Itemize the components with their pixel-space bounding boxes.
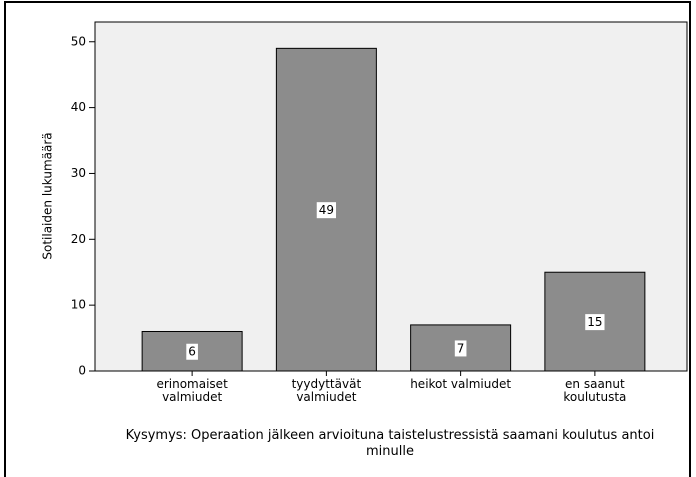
y-tick-label: 50 bbox=[71, 34, 86, 48]
value-label-box bbox=[454, 340, 467, 357]
y-tick-label: 0 bbox=[78, 364, 86, 378]
y-tick-label: 10 bbox=[71, 298, 86, 312]
x-tick-label: tyydyttävät valmiudet bbox=[291, 377, 362, 404]
x-tick-label: en saanut koulutusta bbox=[563, 377, 627, 404]
y-axis-title: Sotilaiden lukumäärä bbox=[41, 132, 55, 259]
value-label: 49 bbox=[319, 203, 334, 217]
y-tick-label: 20 bbox=[71, 232, 86, 246]
value-label: 7 bbox=[457, 341, 465, 355]
value-label: 15 bbox=[587, 315, 602, 329]
y-tick-label: 40 bbox=[71, 100, 86, 114]
x-axis-title: Kysymys: Operaation jälkeen arvioituna t… bbox=[125, 428, 655, 459]
y-tick-label: 30 bbox=[71, 166, 86, 180]
frame bbox=[4, 1, 691, 477]
x-tick-label: heikot valmiudet bbox=[410, 377, 512, 391]
value-label: 6 bbox=[188, 345, 196, 359]
value-label-box bbox=[316, 202, 337, 219]
value-label-box bbox=[186, 343, 198, 360]
value-label-box bbox=[585, 314, 605, 331]
x-tick-label: erinomaiset valmiudet bbox=[156, 377, 228, 404]
